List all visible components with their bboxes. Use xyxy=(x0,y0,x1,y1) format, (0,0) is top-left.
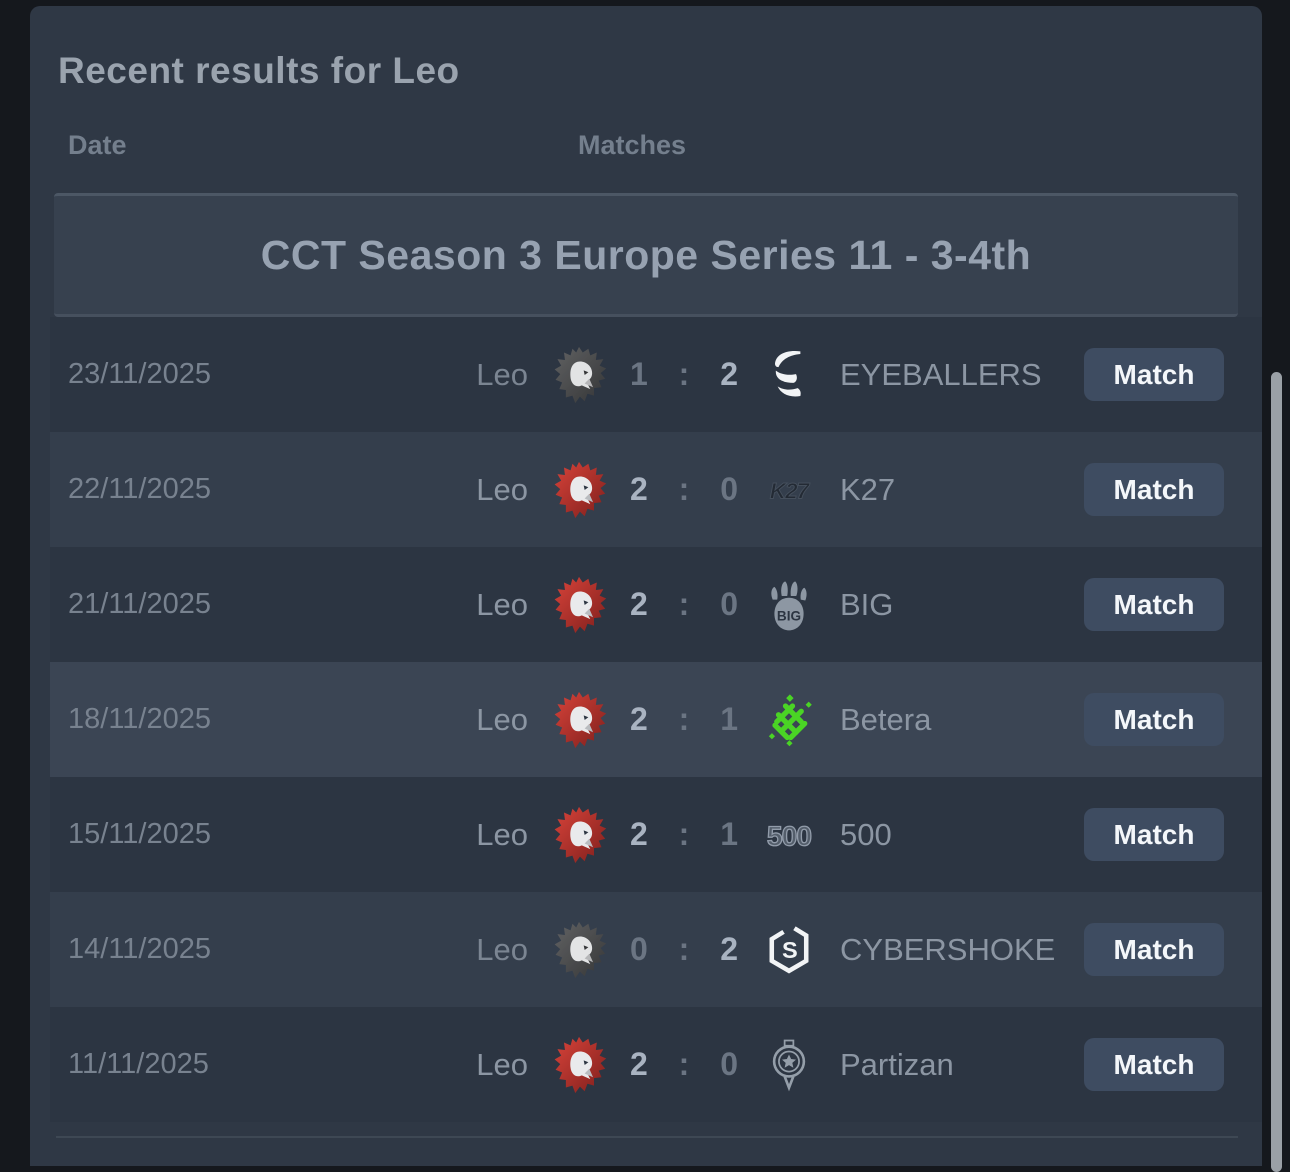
section-divider xyxy=(56,1136,1238,1138)
match-score: 2 : 1 xyxy=(630,701,738,737)
match-button[interactable]: Match xyxy=(1084,693,1224,746)
match-button[interactable]: Match xyxy=(1084,578,1224,631)
column-header-date: Date xyxy=(68,130,127,160)
match-date: 21/11/2025 xyxy=(68,588,211,620)
team-name-leo: Leo xyxy=(476,356,528,392)
match-date: 18/11/2025 xyxy=(68,703,211,735)
match-score: 2 : 1 xyxy=(630,816,738,852)
k27-logo-icon: K27 xyxy=(758,459,820,521)
opponent-name: Betera xyxy=(840,701,932,737)
table-row[interactable]: 22/11/2025 Leo 2 : 0 K27 xyxy=(50,432,1262,547)
cybershoke-logo-icon: S xyxy=(758,919,820,981)
match-button[interactable]: Match xyxy=(1084,808,1224,861)
table-row[interactable]: 18/11/2025 Leo 2 : 1 xyxy=(50,662,1262,777)
match-date: 23/11/2025 xyxy=(68,358,211,390)
opponent-name: EYEBALLERS xyxy=(840,356,1042,392)
match-button[interactable]: Match xyxy=(1084,923,1224,976)
match-score: 0 : 2 xyxy=(630,931,738,967)
column-header-matches: Matches xyxy=(578,130,687,160)
table-row[interactable]: 23/11/2025 Leo 1 : 2 xyxy=(50,317,1262,432)
opponent-name: Partizan xyxy=(840,1046,954,1082)
leo-lion-logo-icon xyxy=(548,1034,610,1096)
team-name-leo: Leo xyxy=(476,931,528,967)
team-name-leo: Leo xyxy=(476,586,528,622)
svg-text:K27: K27 xyxy=(770,478,811,503)
results-table: 23/11/2025 Leo 1 : 2 xyxy=(50,317,1262,1122)
opponent-name: BIG xyxy=(840,586,894,622)
eyeballers-logo-icon xyxy=(758,344,820,406)
leo-lion-logo-icon xyxy=(548,919,610,981)
match-score: 2 : 0 xyxy=(630,1046,738,1082)
recent-results-panel: Recent results for Leo Date Matches CCT … xyxy=(30,6,1262,1166)
table-row[interactable]: 15/11/2025 Leo 2 : 1 500 xyxy=(50,777,1262,892)
opponent-name: 500 xyxy=(840,816,892,852)
scrollbar-thumb[interactable] xyxy=(1271,372,1282,1172)
leo-lion-logo-icon xyxy=(548,804,610,866)
betera-logo-icon xyxy=(758,689,820,751)
match-button[interactable]: Match xyxy=(1084,463,1224,516)
svg-text:500: 500 xyxy=(767,819,811,851)
partizan-logo-icon xyxy=(758,1034,820,1096)
leo-lion-logo-icon xyxy=(548,344,610,406)
table-row[interactable]: 21/11/2025 Leo 2 : 0 xyxy=(50,547,1262,662)
tournament-title: CCT Season 3 Europe Series 11 - 3-4th xyxy=(260,231,1032,278)
opponent-name: CYBERSHOKE xyxy=(840,931,1056,967)
leo-lion-logo-icon xyxy=(548,574,610,636)
team-name-leo: Leo xyxy=(476,471,528,507)
match-button[interactable]: Match xyxy=(1084,348,1224,401)
match-button[interactable]: Match xyxy=(1084,1038,1224,1091)
big-paw-logo-icon: BIG xyxy=(758,574,820,636)
table-row[interactable]: 11/11/2025 Leo 2 : 0 xyxy=(50,1007,1262,1122)
match-date: 15/11/2025 xyxy=(68,818,211,850)
500-logo-icon: 500 xyxy=(758,804,820,866)
match-date: 11/11/2025 xyxy=(68,1048,209,1080)
team-name-leo: Leo xyxy=(476,1046,528,1082)
table-row[interactable]: 14/11/2025 Leo 0 : 2 S xyxy=(50,892,1262,1007)
leo-lion-logo-icon xyxy=(548,689,610,751)
scrollbar-track[interactable] xyxy=(1262,0,1290,1172)
team-name-leo: Leo xyxy=(476,701,528,737)
leo-lion-logo-icon xyxy=(548,459,610,521)
tournament-header[interactable]: CCT Season 3 Europe Series 11 - 3-4th xyxy=(54,193,1238,317)
match-score: 2 : 0 xyxy=(630,586,738,622)
match-score: 1 : 2 xyxy=(630,356,738,392)
team-name-leo: Leo xyxy=(476,816,528,852)
svg-text:BIG: BIG xyxy=(777,608,801,623)
match-date: 22/11/2025 xyxy=(68,473,211,505)
table-column-headers: Date Matches xyxy=(58,130,1262,161)
opponent-name: K27 xyxy=(840,471,896,507)
match-date: 14/11/2025 xyxy=(68,933,211,965)
svg-text:S: S xyxy=(782,937,798,963)
page-title: Recent results for Leo xyxy=(58,50,460,91)
match-score: 2 : 0 xyxy=(630,471,738,507)
